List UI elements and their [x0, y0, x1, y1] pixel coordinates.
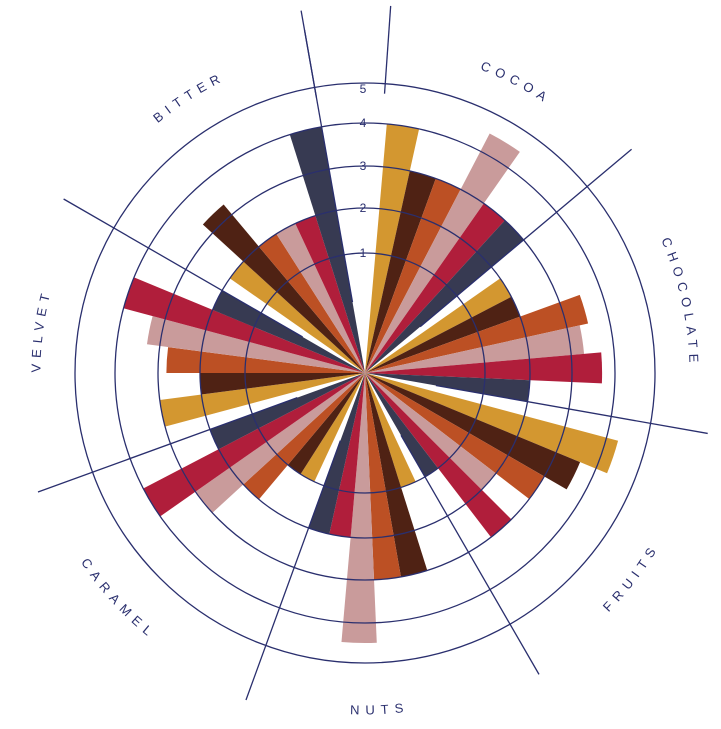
bar-fruits-4 — [365, 373, 496, 490]
axis-gap-line-1 — [300, 10, 318, 98]
ring-3 — [157, 165, 573, 581]
sector-divider — [37, 397, 298, 493]
bar-velvet-1 — [159, 373, 365, 427]
bar-bitter-1 — [229, 261, 365, 373]
tick-label-1: 1 — [360, 246, 367, 260]
bar-chocolate-3 — [365, 294, 589, 373]
tick-label-5: 5 — [360, 82, 367, 96]
bar-cocoa-4 — [365, 133, 520, 373]
bar-fruits-2 — [365, 373, 581, 490]
bar-caramel-2 — [287, 373, 365, 475]
dividers-layer — [37, 5, 708, 701]
bar-nuts-1 — [365, 373, 416, 488]
sector-divider — [63, 198, 303, 338]
sector-divider — [245, 440, 341, 701]
category-label-caramel: CARAMEL — [78, 555, 159, 642]
bar-velvet-5 — [123, 277, 366, 373]
bar-bitter-3 — [258, 233, 365, 373]
ring-2 — [199, 207, 531, 539]
ring-4 — [114, 122, 616, 624]
category-label-cocoa: COCOA — [479, 58, 555, 107]
bar-bitter-5 — [295, 215, 365, 373]
bar-fruits-3 — [365, 373, 545, 500]
bar-caramel-5 — [143, 373, 365, 517]
ring-5 — [74, 82, 656, 664]
bar-fruits-1 — [365, 373, 619, 474]
tick-label-2: 2 — [360, 201, 367, 215]
bar-nuts-2 — [365, 373, 428, 577]
category-label-nuts: NUTS — [350, 700, 410, 718]
bar-velvet-2 — [200, 373, 365, 395]
bar-cocoa-3 — [365, 178, 461, 373]
bar-chocolate-1 — [365, 278, 512, 373]
bar-cocoa-2 — [365, 170, 436, 373]
bar-nuts-3 — [365, 373, 401, 580]
bar-chocolate-4 — [365, 325, 585, 373]
bar-nuts-5 — [329, 373, 365, 538]
bar-bitter-4 — [276, 223, 365, 373]
rings-layer — [74, 82, 656, 664]
bar-chocolate-5 — [365, 352, 603, 384]
sector-divider — [400, 435, 540, 675]
category-label-fruits: FRUITS — [600, 540, 662, 615]
bar-nuts-6 — [308, 373, 365, 535]
bar-caramel-1 — [300, 373, 365, 482]
sector-divider — [435, 384, 708, 435]
tick-labels-layer: 1 2 3 4 5 — [360, 82, 367, 260]
bars-layer — [123, 123, 619, 643]
sector-divider — [419, 148, 633, 328]
category-label-bitter: BITTER — [150, 69, 227, 126]
bar-bitter-6 — [289, 126, 365, 373]
bar-nuts-4 — [341, 373, 377, 643]
axis-gap-line-2 — [383, 5, 392, 94]
bar-chocolate-2 — [365, 296, 521, 373]
tick-label-3: 3 — [360, 159, 367, 173]
tick-label-4: 4 — [360, 116, 367, 130]
bar-velvet-6 — [212, 290, 365, 373]
bar-velvet-4 — [146, 316, 365, 373]
category-label-velvet: VELVET — [28, 287, 54, 373]
category-label-chocolate: CHOCOLATE — [658, 235, 701, 369]
bar-cocoa-1 — [365, 123, 420, 373]
bar-velvet-3 — [166, 347, 365, 373]
bar-caramel-6 — [209, 373, 365, 450]
bar-bitter-2 — [202, 204, 365, 373]
bar-fruits-6 — [365, 373, 439, 477]
bar-caramel-3 — [243, 373, 365, 500]
ring-1 — [244, 252, 486, 494]
